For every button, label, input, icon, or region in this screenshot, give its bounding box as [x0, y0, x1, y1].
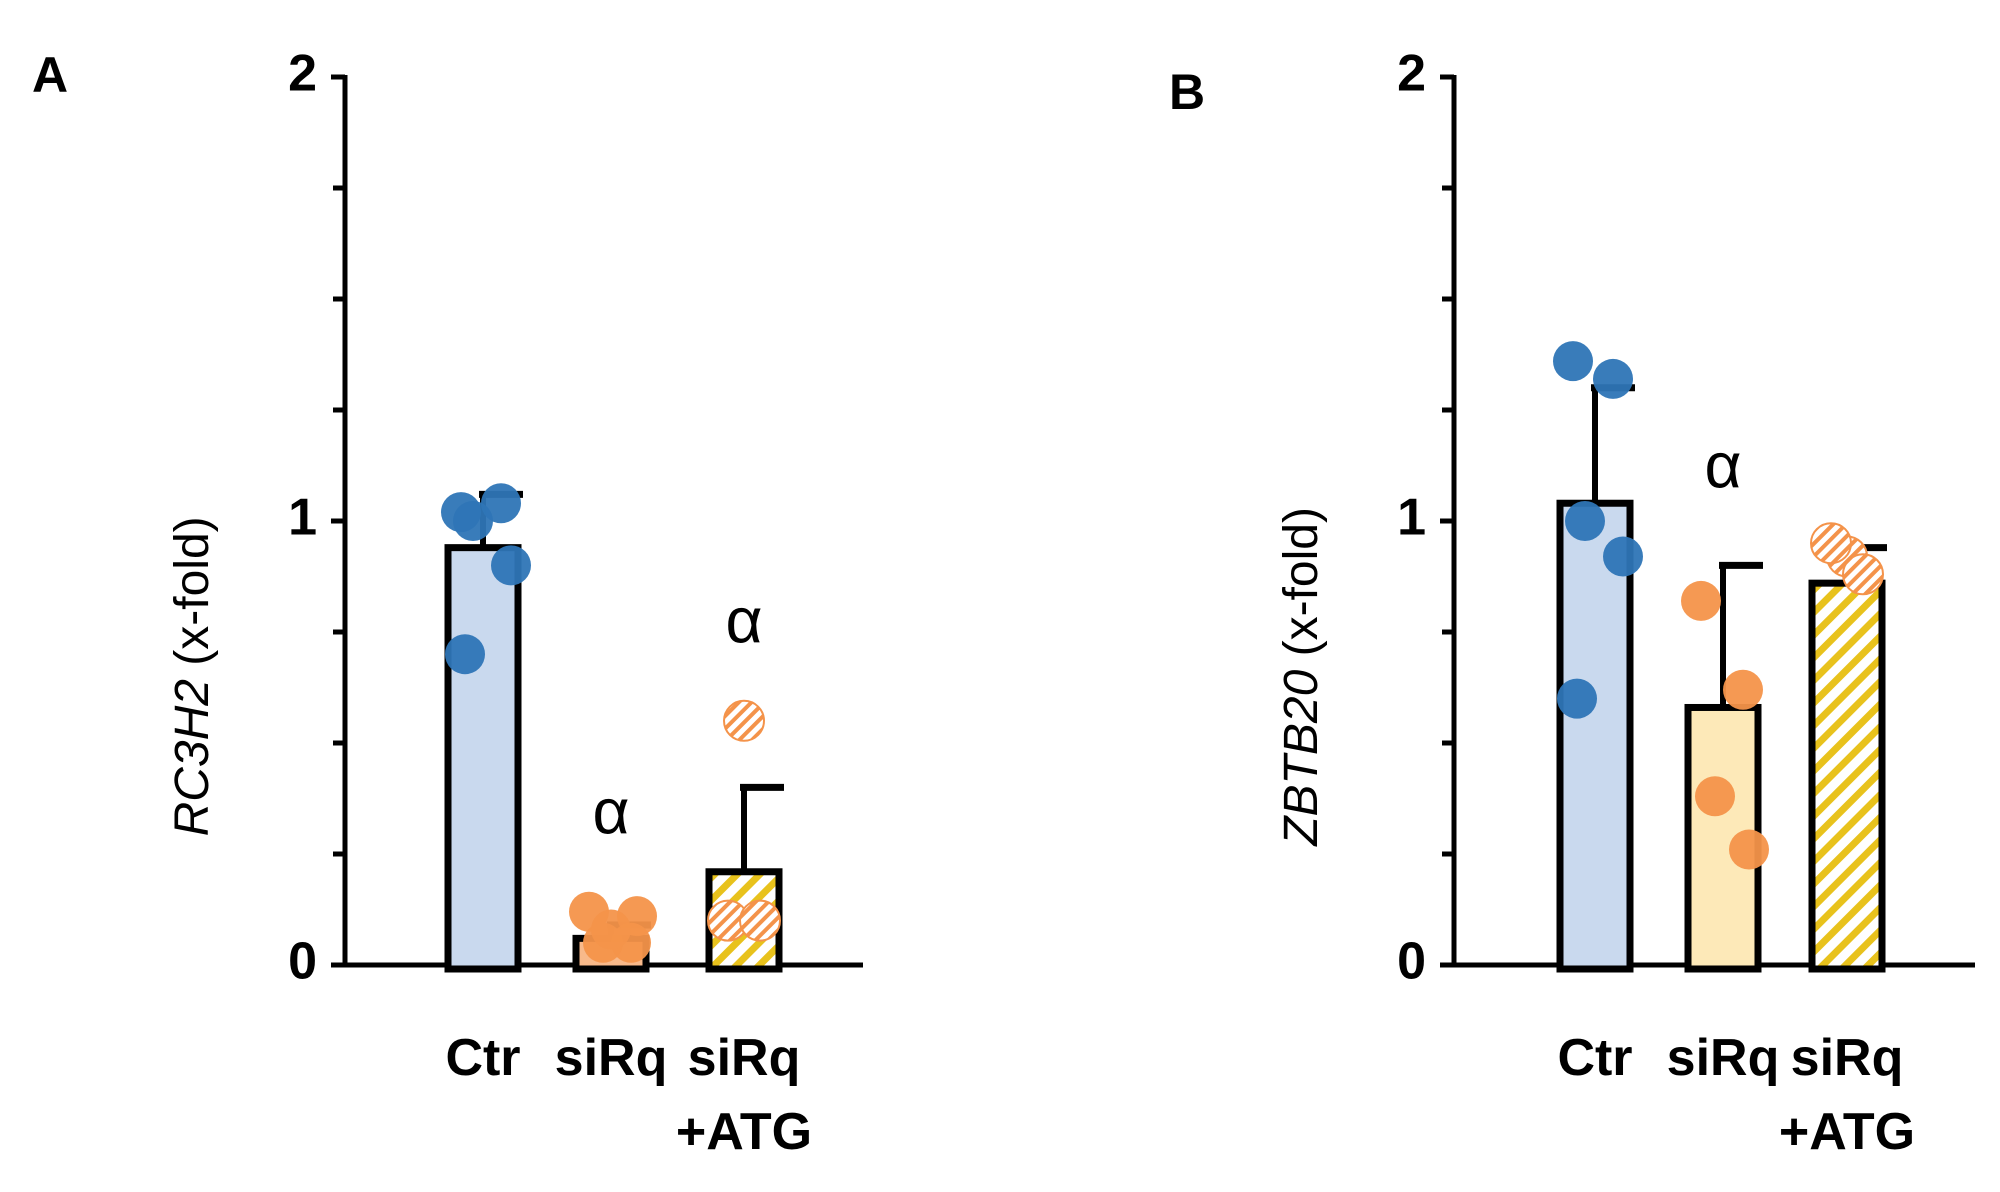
- annotation: α: [726, 585, 763, 657]
- bar: [1808, 579, 1886, 973]
- y-label-unit: (x-fold): [1275, 507, 1328, 656]
- data-point: [453, 501, 493, 541]
- y-tick-label: 2: [1397, 45, 1426, 103]
- y-tick-label: 1: [1397, 489, 1426, 547]
- x-tick-label: siRq: [1667, 1029, 1780, 1087]
- data-point: [1729, 829, 1769, 870]
- x-tick-label: Ctr: [1557, 1029, 1632, 1087]
- y-tick-label: 0: [288, 933, 317, 991]
- data-point: [591, 909, 631, 950]
- panel-label: B: [1169, 64, 1205, 120]
- y-axis-label: ZBTB20 (x-fold): [1275, 507, 1328, 847]
- bar: [444, 544, 522, 973]
- data-point: [1593, 358, 1633, 399]
- data-point: [1565, 501, 1605, 541]
- data-point: [445, 634, 485, 675]
- data-point: [1842, 553, 1884, 596]
- x-tick-label: siRq: [555, 1029, 668, 1087]
- data-point: [1810, 522, 1852, 565]
- x-tick-label: Ctr: [445, 1029, 520, 1087]
- data-point: [1553, 341, 1593, 382]
- annotation: α: [1705, 429, 1742, 501]
- y-tick-label: 2: [288, 45, 317, 103]
- x-tick-label: siRq +ATG: [676, 1029, 812, 1161]
- y-label-unit: (x-fold): [166, 516, 219, 665]
- data-point: [1603, 536, 1643, 577]
- data-point: [1557, 678, 1597, 719]
- data-point: [491, 545, 531, 586]
- bar: [1556, 499, 1634, 973]
- y-tick-label: 1: [288, 489, 317, 547]
- data-point: [723, 699, 765, 742]
- data-point: [1695, 776, 1735, 817]
- annotation: α: [593, 776, 630, 848]
- y-axis-label: RC3H2 (x-fold): [166, 516, 219, 836]
- x-tick-label: siRq +ATG: [1779, 1029, 1915, 1161]
- data-point: [739, 899, 781, 942]
- y-tick-label: 0: [1397, 933, 1426, 991]
- data-point: [1681, 580, 1721, 621]
- panel-label: A: [32, 47, 68, 103]
- y-label-gene: RC3H2: [166, 679, 219, 836]
- y-label-gene: ZBTB20: [1275, 669, 1328, 846]
- data-point: [1723, 669, 1763, 710]
